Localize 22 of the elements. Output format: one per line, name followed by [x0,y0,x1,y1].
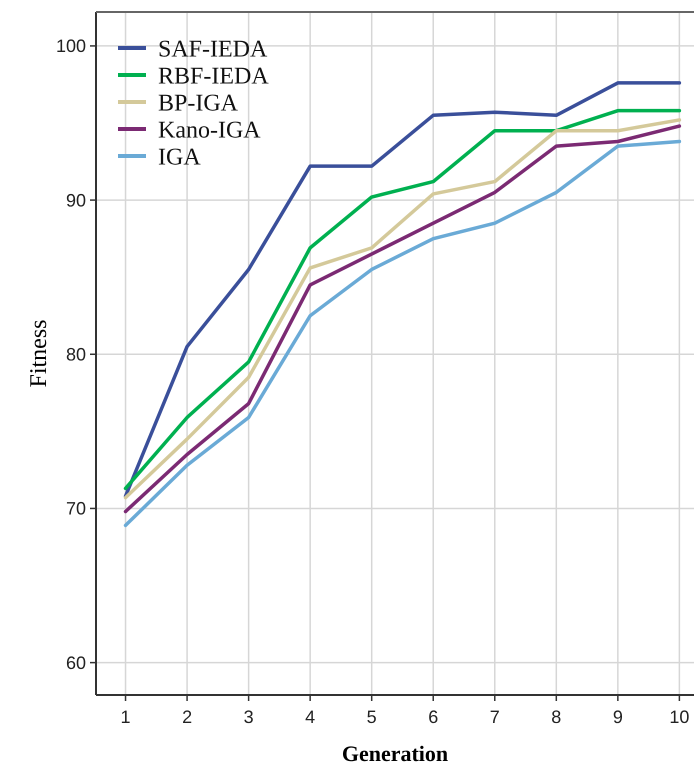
x-tick-label: 6 [428,707,438,727]
legend-label: IGA [158,144,202,170]
y-tick-label: 60 [66,652,86,673]
x-tick-label: 5 [366,707,377,727]
legend-label: RBF-IEDA [158,63,270,90]
y-tick-label: 100 [56,36,86,56]
x-tick-label: 8 [551,707,562,727]
y-axis-title: Fitness [26,319,52,388]
x-tick-label: 10 [669,707,690,727]
x-tick-label: 7 [490,707,500,727]
legend-label: SAF-IEDA [158,36,268,62]
x-tick-label: 4 [305,707,316,727]
y-tick-label: 70 [66,498,86,519]
x-axis-title: Generation [342,741,448,766]
legend-label: Kano-IGA [158,117,262,144]
x-tick-label: 3 [244,707,254,727]
x-tick-label: 9 [612,707,623,727]
x-tick-label: 1 [120,707,131,727]
y-tick-label: 80 [66,344,86,365]
legend-label: BP-IGA [158,90,239,116]
y-tick-label: 90 [66,190,86,210]
x-tick-label: 2 [182,707,192,727]
